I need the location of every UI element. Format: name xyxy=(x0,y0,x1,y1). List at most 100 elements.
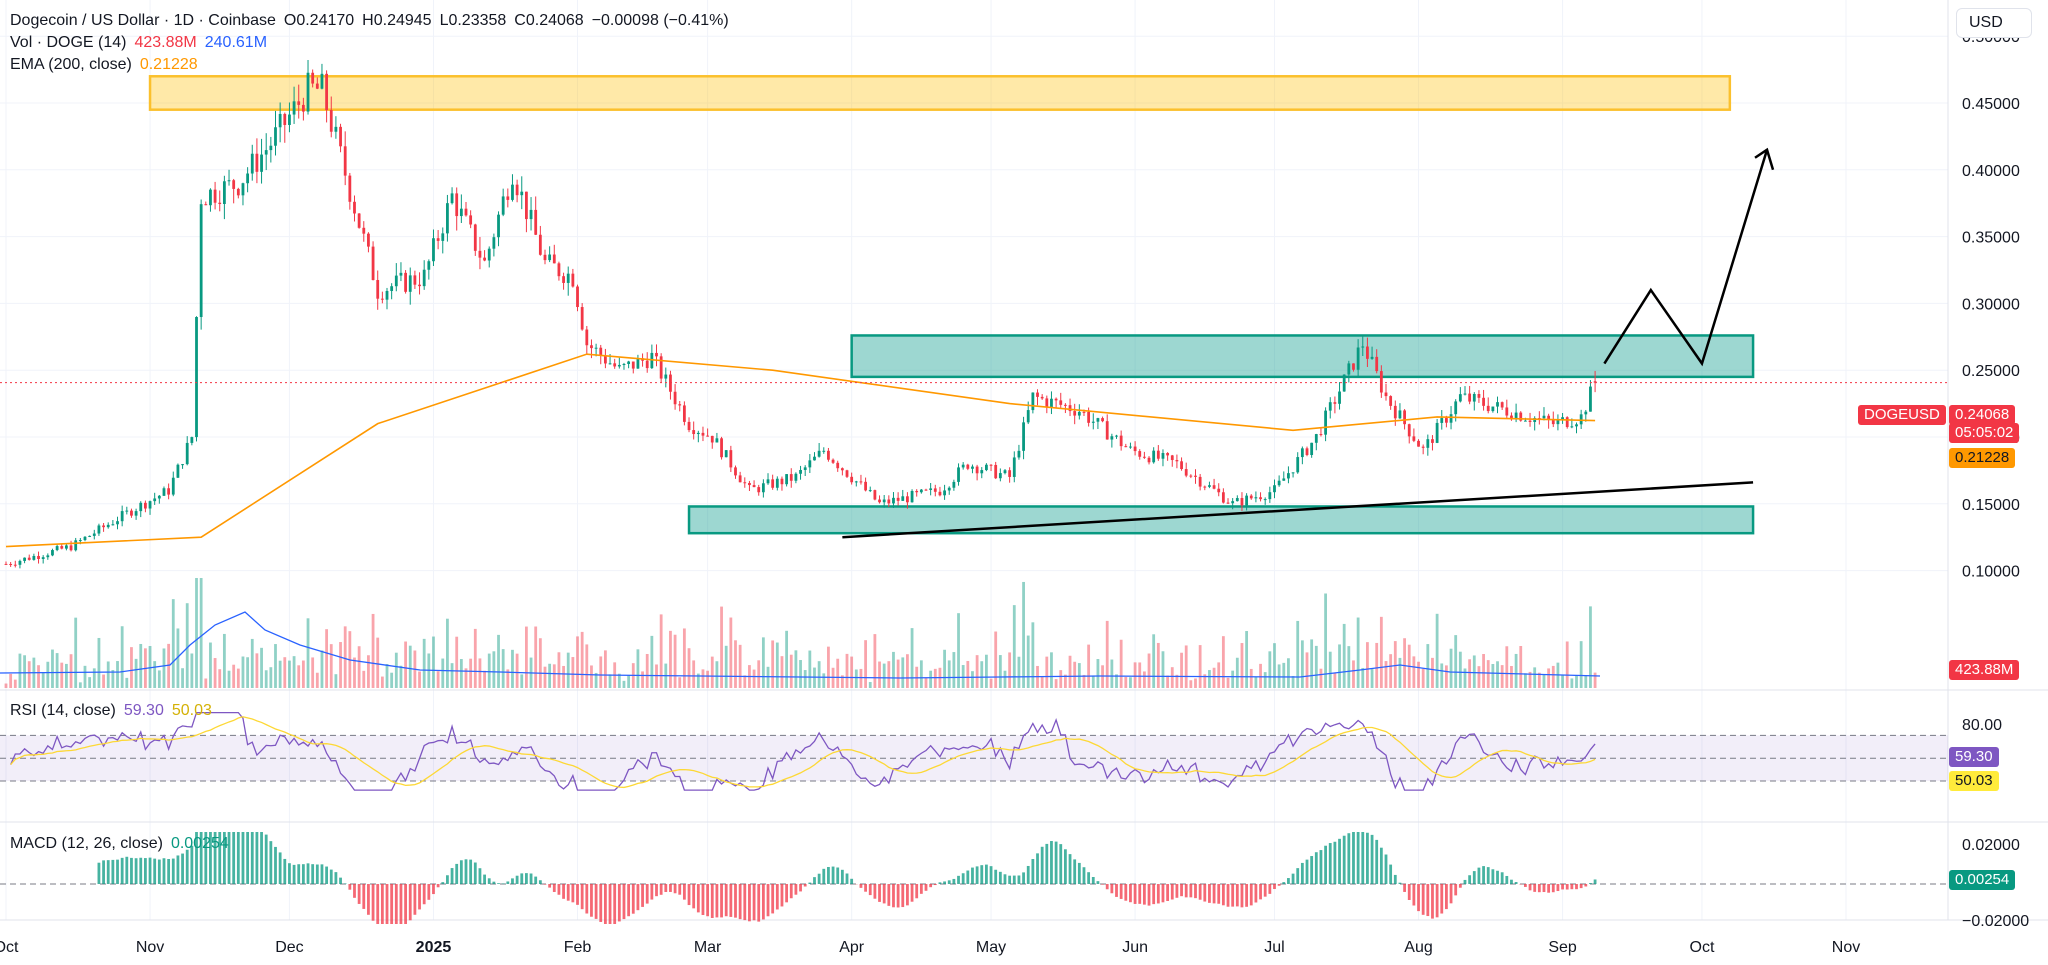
volume-bar xyxy=(339,642,342,688)
macd-bar xyxy=(176,855,180,884)
candle-body xyxy=(1547,415,1551,420)
macd-bar xyxy=(1491,869,1495,884)
volume-bar xyxy=(669,630,672,688)
volume-bar xyxy=(1431,657,1434,688)
volume-bar xyxy=(594,672,598,688)
candle-body xyxy=(1398,410,1402,419)
candle-body xyxy=(1036,392,1039,397)
macd-bar xyxy=(859,884,863,888)
candle-body xyxy=(1254,497,1258,499)
symbol-legend: Dogecoin / US Dollar · 1D · Coinbase O0.… xyxy=(10,12,729,30)
candle-body xyxy=(478,250,482,258)
macd-bar xyxy=(311,864,315,884)
volume-bar xyxy=(933,668,937,688)
volume-bar xyxy=(37,665,40,688)
candle-body xyxy=(1463,393,1467,395)
volume-bar xyxy=(534,626,538,688)
macd-bar xyxy=(288,863,291,884)
candle-body xyxy=(148,501,152,509)
candle-body xyxy=(1105,421,1109,440)
macd-bar xyxy=(701,884,705,916)
macd-bar xyxy=(1282,882,1286,884)
volume-bar xyxy=(162,648,166,688)
macd-bar xyxy=(478,868,482,884)
volume-bar xyxy=(1175,674,1179,688)
macd-bar xyxy=(1254,884,1258,903)
volume-bar xyxy=(18,653,22,688)
macd-bar xyxy=(1449,884,1453,904)
candle-body xyxy=(998,473,1002,479)
macd-bar xyxy=(1575,884,1578,890)
macd-tick-label: 0.02000 xyxy=(1962,837,2020,854)
rsi-legend[interactable]: RSI (14, close) 59.30 50.03 xyxy=(10,702,212,720)
macd-bar xyxy=(1273,884,1276,890)
time-axis-label: Sep xyxy=(1548,939,1577,956)
candle-body xyxy=(41,557,45,559)
candle-body xyxy=(422,269,426,287)
candle-body xyxy=(227,180,231,182)
candle-body xyxy=(585,329,589,346)
macd-bar xyxy=(153,858,157,884)
ohlc-change: −0.00098 (−0.41%) xyxy=(591,12,729,29)
macd-bar xyxy=(278,852,282,884)
rsi-line xyxy=(10,711,1596,791)
candle-body xyxy=(1235,498,1239,502)
candle-body xyxy=(1333,402,1337,404)
volume-bar xyxy=(1412,656,1416,688)
macd-bar xyxy=(631,884,635,914)
volume-bar xyxy=(385,664,389,688)
price-tick-label: 0.30000 xyxy=(1962,296,2020,313)
candle-body xyxy=(380,298,384,300)
ema-legend[interactable]: EMA (200, close) 0.21228 xyxy=(10,56,198,74)
volume-legend[interactable]: Vol · DOGE (14) 423.88M 240.61M xyxy=(10,34,267,52)
candle-body xyxy=(162,488,166,496)
volume-bar xyxy=(720,606,723,688)
macd-bar xyxy=(831,866,835,884)
candle-body xyxy=(167,488,171,495)
candle-body xyxy=(9,563,13,565)
macd-bar xyxy=(1589,883,1592,884)
macd-bar xyxy=(692,884,696,909)
candle-body xyxy=(1556,419,1560,425)
candle-body xyxy=(464,208,468,216)
macd-bar xyxy=(1017,875,1021,884)
candle-body xyxy=(1426,439,1430,448)
volume-bar xyxy=(325,629,329,688)
candle-body xyxy=(966,464,970,469)
candle-body xyxy=(1050,398,1053,408)
candle-body xyxy=(543,254,547,261)
candle-body xyxy=(706,435,710,437)
candle-body xyxy=(985,464,988,471)
candle-body xyxy=(1454,401,1458,415)
macd-bar xyxy=(1077,862,1081,884)
macd-bar xyxy=(120,857,124,884)
candle-body xyxy=(65,545,68,549)
candle-body xyxy=(896,497,900,501)
volume-bar xyxy=(27,661,31,688)
macd-legend[interactable]: MACD (12, 26, close) 0.00254 xyxy=(10,835,229,853)
volume-bar xyxy=(562,665,565,688)
volume-bar xyxy=(1142,671,1146,688)
macd-bar xyxy=(1240,884,1244,908)
candle-body xyxy=(594,347,598,349)
volume-bar xyxy=(1203,674,1207,688)
candle-body xyxy=(989,464,993,466)
macd-bar xyxy=(687,884,691,906)
volume-bar xyxy=(408,645,412,688)
candle-body xyxy=(1045,398,1049,408)
macd-bar xyxy=(130,857,133,884)
macd-bar xyxy=(933,884,937,886)
volume-bar xyxy=(590,665,593,688)
candle-body xyxy=(1468,393,1472,402)
candle-body xyxy=(1305,448,1309,456)
volume-bar xyxy=(102,674,105,688)
candle-body xyxy=(882,499,886,503)
candle-body xyxy=(23,557,26,561)
candle-body xyxy=(622,364,626,366)
macd-bar xyxy=(1356,832,1360,884)
currency-button[interactable]: USD xyxy=(1956,8,2032,38)
macd-bar xyxy=(608,884,612,924)
volume-bar xyxy=(13,679,17,688)
